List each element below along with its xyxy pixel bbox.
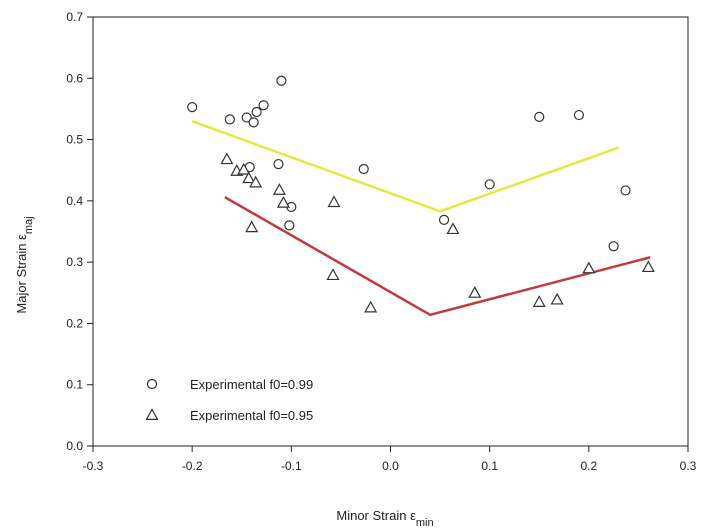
legend-label: Experimental f0=0.95: [190, 408, 313, 423]
x-tick-label: -0.2: [182, 459, 203, 473]
y-tick-label: 0.2: [66, 316, 83, 330]
plot-frame: [92, 16, 689, 447]
circle-marker: [608, 241, 619, 252]
y-tick-label: 0.6: [66, 71, 83, 85]
circle-marker: [620, 185, 631, 196]
triangle-marker: [242, 171, 256, 184]
triangle-marker: [582, 261, 596, 274]
circle-marker: [258, 100, 269, 111]
triangle-marker: [364, 300, 378, 313]
circle-marker: [484, 179, 495, 190]
y-tick-label: 0.5: [66, 133, 83, 147]
axes: -0.3 -0.2 -0.1 0.0 0.1 0.2 0.3 0.0 0.1 0.2 0.3 0.4 0…: [66, 10, 696, 473]
y-tick-label: 0.0: [66, 439, 83, 453]
triangle-marker: [245, 220, 259, 233]
legend-label: Experimental f0=0.99: [190, 377, 313, 392]
circle-marker: [276, 75, 287, 86]
triangle-marker: [276, 195, 290, 208]
x-tick-label: -0.3: [83, 459, 104, 473]
circle-marker: [248, 117, 259, 128]
y-tick-label: 0.3: [66, 255, 83, 269]
triangle-marker: [641, 260, 655, 273]
circle-marker: [187, 101, 198, 113]
x-axis-title: Minor Strain εmin: [336, 508, 433, 529]
y-tick-label: 0.1: [66, 378, 83, 392]
x-tick-label: -0.1: [281, 459, 302, 473]
triangle-marker: [220, 152, 234, 165]
triangle-marker: [446, 222, 460, 235]
legend: Experimental f0=0.99 Experimental f0=0.95: [145, 377, 313, 423]
x-tick-label: 0.2: [580, 459, 597, 473]
legend-marker: [145, 408, 159, 420]
triangle-marker: [468, 286, 482, 298]
x-tick-label: 0.3: [680, 459, 697, 473]
data-markers: [187, 75, 655, 313]
y-axis-title: Major Strain εmaj: [14, 216, 35, 313]
circle-marker: [251, 106, 262, 118]
circle-marker: [438, 214, 450, 225]
circle-marker: [241, 112, 252, 123]
fit-curves: [191, 120, 651, 317]
circle-marker: [273, 158, 284, 170]
fit-line: [191, 120, 620, 213]
x-tick-label: 0.0: [382, 459, 399, 473]
triangle-marker: [249, 175, 263, 188]
legend-marker: [146, 378, 158, 390]
circle-marker: [224, 114, 235, 125]
triangle-marker: [550, 292, 564, 305]
fit-line: [224, 196, 651, 317]
y-tick-label: 0.4: [66, 194, 83, 208]
circle-marker: [284, 220, 295, 231]
x-tick-label: 0.1: [481, 459, 498, 473]
circle-marker: [358, 163, 369, 175]
triangle-marker: [326, 268, 340, 281]
triangle-marker: [272, 183, 286, 195]
triangle-marker: [532, 295, 546, 307]
circle-marker: [573, 109, 585, 121]
y-tick-label: 0.7: [66, 10, 83, 24]
triangle-marker: [237, 162, 251, 175]
triangle-marker: [327, 195, 341, 208]
circle-marker: [534, 111, 545, 122]
